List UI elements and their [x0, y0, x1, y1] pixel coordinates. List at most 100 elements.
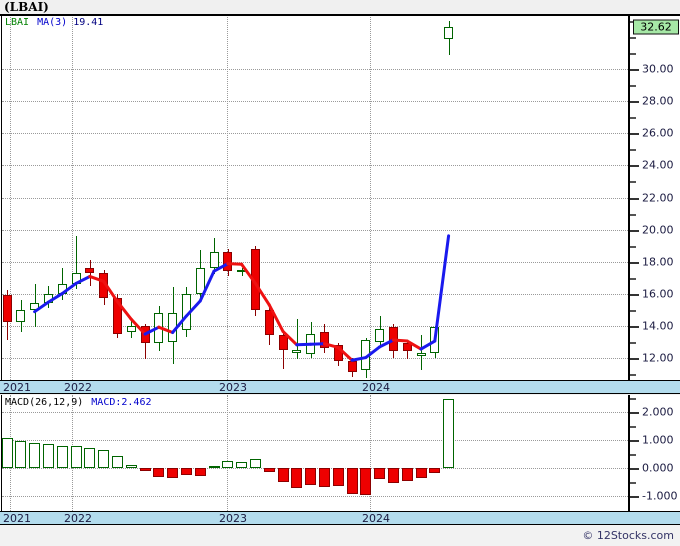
candle-body [127, 325, 136, 332]
price-y-minor-tick [630, 181, 636, 184]
macd-histogram-bar [209, 465, 220, 468]
candle-wick [297, 319, 298, 360]
macd-y-tick-mark [630, 439, 639, 442]
macd-histogram-bar [374, 467, 385, 479]
price-y-tick-label: 24.00 [642, 158, 674, 172]
price-y-tick-mark [630, 165, 639, 168]
price-y-minor-tick [630, 117, 636, 120]
macd-x-tick-label: 2021 [3, 512, 31, 525]
candle-body [196, 267, 205, 294]
ma-segment [240, 262, 257, 285]
macd-y-tick-label: 1.000 [642, 433, 674, 447]
price-x-axis-band: 2021 2022 2023 2024 [0, 380, 680, 394]
gridline-horizontal [2, 165, 628, 167]
candle-body [30, 303, 39, 310]
footer: © 12Stocks.com [0, 527, 680, 546]
candle-body [223, 251, 232, 272]
candle-body [210, 251, 219, 268]
ma-segment [33, 300, 50, 314]
title-bar: (LBAI) [0, 0, 680, 15]
price-y-tick-mark [630, 133, 639, 136]
candle-wick [242, 267, 243, 276]
macd-histogram-bar [333, 467, 344, 487]
macd-y-minor-tick [630, 453, 636, 456]
price-y-minor-tick [630, 149, 636, 152]
chart-top-border [0, 15, 680, 16]
macd-y-tick-mark [630, 411, 639, 414]
gridline-vertical-year [370, 15, 371, 380]
ma-segment [198, 269, 216, 303]
candle-body [279, 335, 288, 350]
price-y-minor-tick [630, 341, 636, 344]
ma-segment [267, 303, 285, 333]
candle-body [292, 349, 301, 353]
moving-average-line [33, 234, 451, 362]
macd-histogram-bar [319, 467, 330, 488]
price-y-minor-tick [630, 213, 636, 216]
macd-histogram-bar [195, 467, 206, 477]
price-y-minor-tick [630, 373, 636, 376]
price-y-tick-mark [630, 69, 639, 72]
candle-body [85, 267, 94, 273]
macd-histogram-bar [167, 467, 178, 478]
macd-x-tick-label: 2024 [362, 512, 390, 525]
ma-segment [322, 342, 340, 349]
price-y-tick-mark [630, 293, 639, 296]
price-plot-area[interactable]: LBAI MA(3) 19.41 [1, 15, 628, 380]
price-x-tick-label: 2024 [362, 381, 390, 394]
macd-histogram-bar [98, 450, 109, 468]
last-price-badge: 32.62 [633, 19, 679, 35]
gridline-vertical-year [227, 15, 228, 380]
ma-segment [60, 281, 78, 296]
ma-segment [102, 279, 119, 304]
gridline-horizontal [2, 261, 628, 263]
macd-histogram-bar [236, 461, 247, 468]
price-y-minor-tick [630, 53, 636, 56]
macd-gridline-horizontal [2, 411, 628, 413]
gridline-horizontal [2, 69, 628, 71]
ma-segment [336, 345, 354, 362]
macd-legend-value: MACD:2.462 [91, 397, 152, 408]
price-x-tick-label: 2021 [3, 381, 31, 394]
macd-gridline-vertical-year [370, 395, 371, 511]
macd-y-axis: 2.000 1.000 0.000 -1.000 [628, 395, 680, 511]
macd-x-axis-band: 2021 2022 2023 2024 [0, 511, 680, 525]
macd-histogram-bar [112, 455, 123, 468]
macd-histogram-bar [84, 447, 95, 468]
candle-body [403, 343, 412, 352]
page-title: (LBAI) [4, 0, 49, 14]
macd-histogram-bar [181, 467, 192, 476]
ma-segment [74, 274, 92, 285]
price-y-tick-mark [630, 197, 639, 200]
gridline-horizontal [2, 357, 628, 359]
macd-x-tick-label: 2022 [64, 512, 92, 525]
macd-gridline-horizontal [2, 495, 628, 497]
macd-legend-label: MACD(26,12,9) [5, 397, 84, 408]
macd-histogram-bar [126, 465, 137, 468]
gridline-horizontal [2, 229, 628, 231]
macd-histogram-bar [71, 445, 82, 468]
macd-histogram-bar [57, 446, 68, 468]
ma-segment [226, 262, 244, 266]
price-y-minor-tick [630, 245, 636, 248]
gridline-horizontal [2, 197, 628, 199]
macd-plot-area[interactable]: MACD(26,12,9) MACD:2.462 [1, 395, 628, 511]
ma-segment [419, 339, 437, 351]
macd-y-tick-label: 2.000 [642, 405, 674, 419]
macd-gridline-vertical-year [227, 395, 228, 511]
price-y-tick-label: 28.00 [642, 94, 674, 108]
macd-histogram-bar [347, 467, 358, 494]
price-x-tick-label: 2022 [64, 381, 92, 394]
watermark: © 12Stocks.com [582, 529, 674, 542]
macd-y-tick-label: -1.000 [642, 489, 678, 503]
macd-histogram-bar [429, 467, 440, 474]
price-y-tick-mark [630, 229, 639, 232]
candle-body [320, 331, 329, 348]
macd-histogram-bar [43, 443, 54, 468]
ma-segment [433, 234, 451, 343]
ma-segment [143, 325, 161, 336]
legend-ma-value: 19.41 [73, 17, 104, 28]
candle-body [417, 352, 426, 356]
candle-wick [283, 331, 284, 369]
